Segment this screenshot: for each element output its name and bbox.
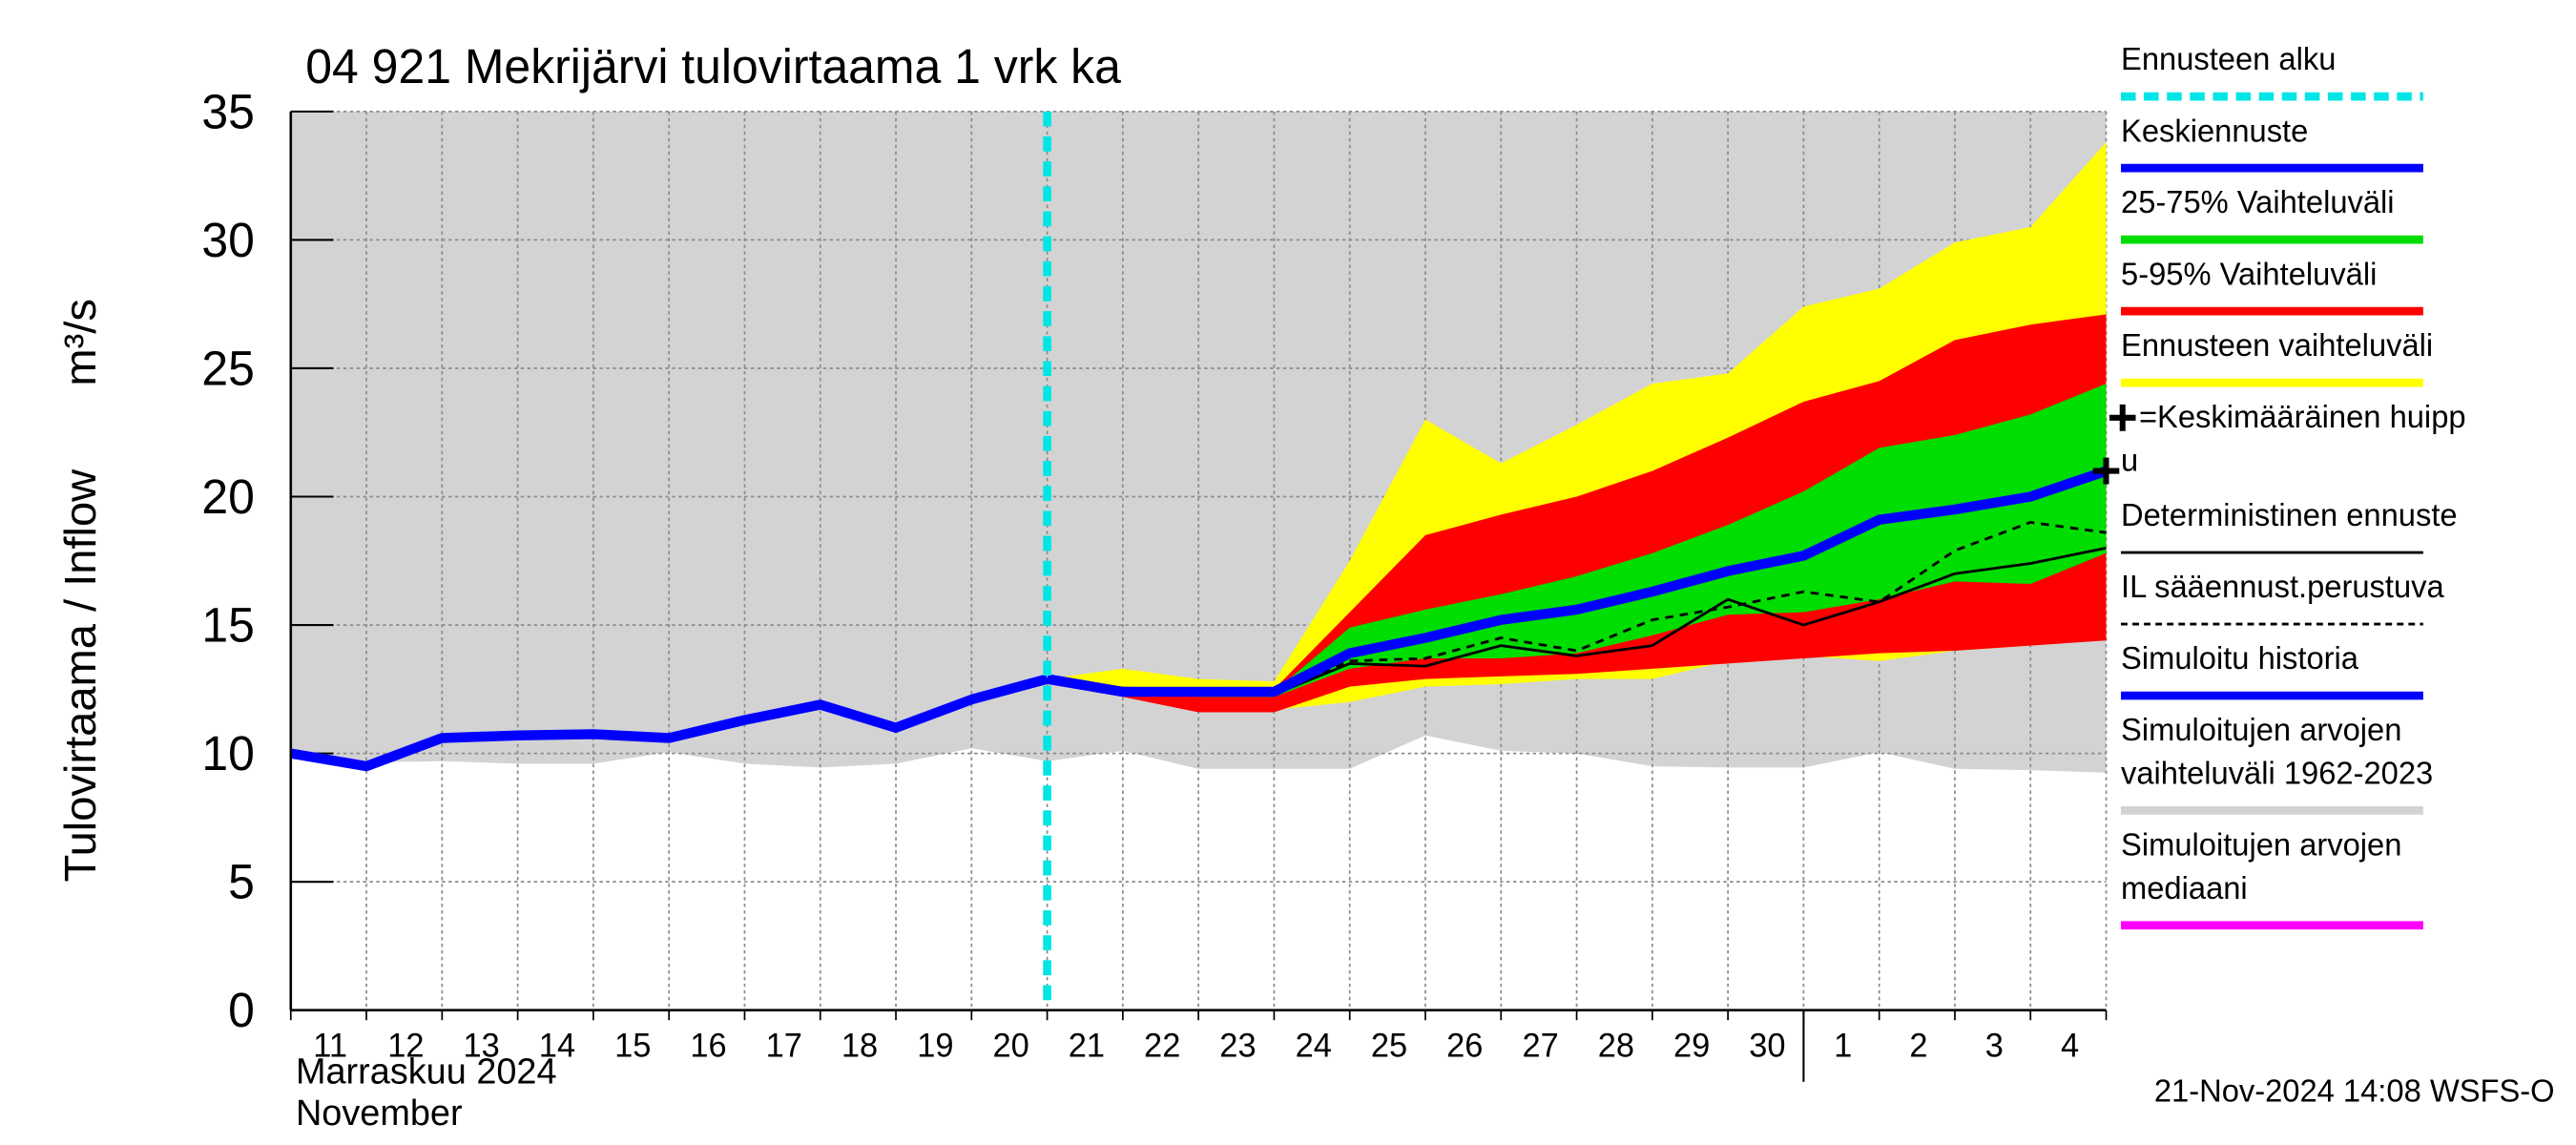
x-tick-label: 19 — [917, 1028, 953, 1064]
y-tick-label: 25 — [201, 342, 255, 395]
legend-label: u — [2121, 442, 2138, 477]
y-tick-label: 30 — [201, 214, 255, 267]
x-tick-label: 30 — [1749, 1028, 1785, 1064]
x-tick-label: 2 — [1909, 1028, 1927, 1064]
x-tick-label: 12 — [387, 1028, 424, 1064]
legend-label: Ennusteen alku — [2121, 41, 2336, 76]
x-tick-label: 29 — [1673, 1028, 1710, 1064]
x-tick-label: 17 — [766, 1028, 802, 1064]
y-tick-label: 0 — [228, 984, 255, 1037]
legend-label: vaihteluväli 1962-2023 — [2121, 755, 2433, 790]
x-tick-label: 21 — [1069, 1028, 1105, 1064]
x-tick-label: 14 — [539, 1028, 575, 1064]
series-line — [289, 674, 1049, 772]
legend-marker — [2109, 404, 2136, 431]
y-tick-label: 20 — [201, 470, 255, 524]
x-tick-label: 18 — [841, 1028, 878, 1064]
y-tick-label: 15 — [201, 598, 255, 652]
x-tick-label: 23 — [1219, 1028, 1256, 1064]
x-tick-label: 26 — [1446, 1028, 1483, 1064]
legend-label: Simuloitujen arvojen — [2121, 826, 2401, 862]
month-label: November — [296, 1093, 463, 1134]
x-tick-label: 20 — [992, 1028, 1028, 1064]
series-line — [1046, 466, 2109, 697]
x-tick-label: 4 — [2061, 1028, 2079, 1064]
peak-marker — [2092, 457, 2120, 485]
legend-label: Simuloitujen arvojen — [2121, 712, 2401, 747]
legend-label: Simuloitu historia — [2121, 640, 2359, 676]
legend-label: mediaani — [2121, 870, 2248, 906]
band-area — [1047, 384, 2107, 697]
legend-label: Keskiennuste — [2121, 113, 2308, 148]
x-tick-label: 3 — [1985, 1028, 2004, 1064]
timestamp: 21-Nov-2024 14:08 WSFS-O — [2154, 1072, 2555, 1108]
y-tick-label: 10 — [201, 727, 255, 781]
chart-title: 04 921 Mekrijärvi tulovirtaama 1 vrk ka — [305, 40, 1121, 94]
legend-label: 5-95% Vaihteluväli — [2121, 256, 2377, 291]
legend-label: Ennusteen vaihteluväli — [2121, 327, 2433, 363]
x-tick-label: 11 — [313, 1028, 347, 1064]
x-tick-label: 28 — [1598, 1028, 1634, 1064]
legend-label: Deterministinen ennuste — [2121, 497, 2458, 532]
legend-label: =Keskimääräinen huipp — [2139, 399, 2466, 434]
x-tick-label: 25 — [1371, 1028, 1407, 1064]
x-tick-label: 16 — [690, 1028, 726, 1064]
x-tick-label: 1 — [1834, 1028, 1852, 1064]
month-label: Marraskuu 2024 — [296, 1051, 557, 1092]
legend-label: IL sääennust.perustuva — [2121, 569, 2444, 604]
x-tick-label: 24 — [1296, 1028, 1332, 1064]
x-tick-label: 27 — [1522, 1028, 1558, 1064]
legend-label: 25-75% Vaihteluväli — [2121, 184, 2395, 219]
y-axis-label: Tulovirtaama / Inflow — [55, 469, 105, 883]
y-tick-label: 5 — [228, 855, 255, 908]
x-tick-label: 15 — [614, 1028, 651, 1064]
x-tick-label: 13 — [464, 1028, 500, 1064]
y-axis-unit: m³/s — [55, 299, 105, 386]
x-tick-label: 22 — [1144, 1028, 1180, 1064]
y-tick-label: 35 — [201, 85, 255, 138]
